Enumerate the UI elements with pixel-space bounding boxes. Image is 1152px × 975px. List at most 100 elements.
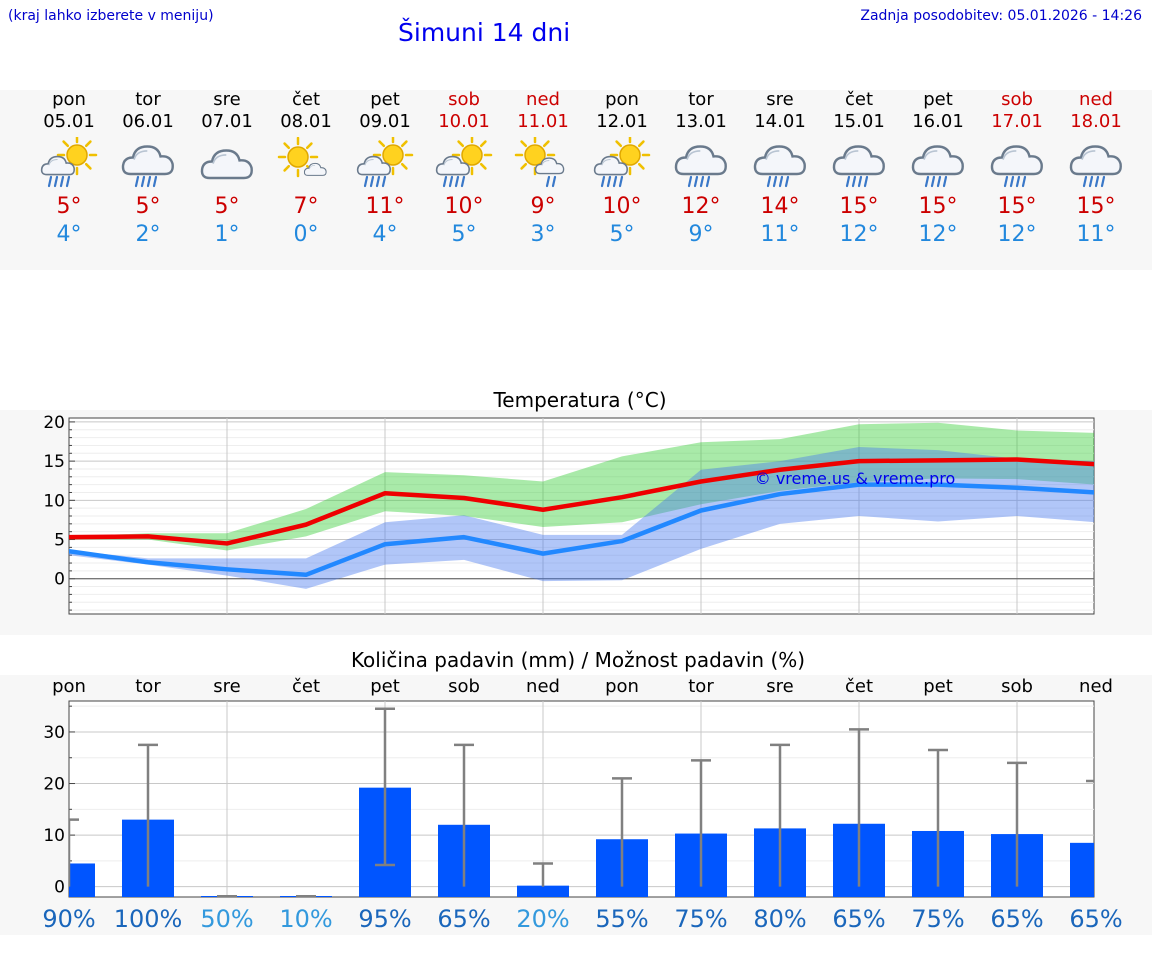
temp-min: 5° — [609, 222, 635, 247]
sun-cloud-rain-icon — [593, 137, 651, 188]
x-category-label: ned — [526, 676, 560, 697]
precip-bar — [1070, 842, 1094, 897]
x-category-label: čet — [292, 676, 320, 697]
temp-min: 3° — [530, 222, 556, 247]
day-date: 13.01 — [675, 111, 727, 132]
precip-probability: 80% — [753, 905, 806, 933]
temp-max: 15° — [839, 194, 879, 219]
temperature-chart: 20 15 10 5 0 © vreme.us & vreme.pro — [43, 413, 1095, 615]
day-name: pet — [370, 89, 400, 110]
precip-bar — [517, 885, 569, 897]
temp-max: 12° — [681, 194, 721, 219]
x-category-label: sre — [766, 676, 793, 697]
day-column: pon 05.01 5° 4° — [29, 89, 109, 249]
temp-max: 10° — [444, 194, 484, 219]
precip-probability: 95% — [358, 905, 411, 933]
day-name: tor — [135, 89, 161, 110]
temp-min: 5° — [451, 222, 477, 247]
temp-max: 5° — [135, 194, 161, 219]
day-date: 07.01 — [201, 111, 253, 132]
temp-min: 11° — [1076, 222, 1116, 247]
day-date: 16.01 — [912, 111, 964, 132]
day-column: tor 13.01 12° 9° — [661, 89, 741, 249]
sun-cloud-rain-icon — [40, 137, 98, 188]
day-date: 12.01 — [596, 111, 648, 132]
y-tick-label: 0 — [54, 570, 65, 590]
precip-probability: 50% — [200, 905, 253, 933]
temp-min: 1° — [214, 222, 240, 247]
cloud-rain-icon — [832, 145, 885, 188]
y-tick-label: 10 — [43, 491, 65, 511]
x-category-label: pet — [923, 676, 953, 697]
y-tick-label: 30 — [43, 723, 65, 743]
max-series-line — [69, 457, 1094, 546]
temp-min: 0° — [293, 222, 319, 247]
sun-cloud-light-rain-icon — [514, 137, 565, 188]
forecast-band — [0, 90, 1152, 270]
temp-min: 12° — [997, 222, 1037, 247]
precip-probability: 90% — [42, 905, 95, 933]
precip-bar — [69, 863, 95, 897]
day-name: sre — [213, 89, 241, 110]
temp-min: 12° — [839, 222, 879, 247]
x-category-label: sob — [448, 676, 480, 697]
temp-max: 7° — [293, 194, 319, 219]
day-date: 10.01 — [438, 111, 490, 132]
day-name: čet — [291, 89, 321, 110]
day-date: 08.01 — [280, 111, 332, 132]
temp-max: 10° — [602, 194, 642, 219]
cloud-rain-icon — [753, 145, 806, 188]
y-tick-label: 0 — [54, 878, 65, 898]
precip-probability: 65% — [832, 905, 885, 933]
day-column: sob 10.01 10° 5° — [424, 89, 504, 249]
cloud-rain-icon — [674, 145, 727, 188]
temp-chart-title: Temperatura (°C) — [493, 388, 667, 412]
day-column: tor 06.01 5° 2° — [108, 89, 188, 249]
precip-chart-title: Količina padavin (mm) / Možnost padavin … — [350, 648, 806, 672]
day-date: 05.01 — [43, 111, 95, 132]
precip-probability: 65% — [437, 905, 490, 933]
day-name: sob — [1001, 89, 1033, 110]
x-category-label: ned — [1079, 676, 1113, 697]
precip-probability: 75% — [674, 905, 727, 933]
cloud-icon — [200, 149, 253, 180]
temp-max: 9° — [530, 194, 556, 219]
x-category-label: sre — [213, 676, 240, 697]
temp-max: 15° — [918, 194, 958, 219]
watermark: © vreme.us & vreme.pro — [755, 469, 956, 488]
day-column: sre 07.01 5° 1° — [187, 89, 267, 249]
temp-max: 5° — [214, 194, 240, 219]
day-name: pon — [52, 89, 86, 110]
x-category-label: tor — [135, 676, 161, 697]
x-category-label: pet — [370, 676, 400, 697]
temp-min: 11° — [760, 222, 800, 247]
temp-min: 12° — [918, 222, 958, 247]
location-hint: (kraj lahko izberete v meniju) — [8, 8, 214, 24]
y-tick-label: 20 — [43, 413, 65, 433]
temp-max: 15° — [997, 194, 1037, 219]
day-name: sre — [766, 89, 794, 110]
temp-max: 15° — [1076, 194, 1116, 219]
cloud-rain-icon — [911, 145, 964, 188]
day-name: ned — [526, 89, 560, 110]
cloud-rain-icon — [1069, 145, 1122, 188]
day-name: tor — [688, 89, 714, 110]
temp-min: 4° — [56, 222, 82, 247]
day-column: sre 14.01 14° 11° — [740, 89, 820, 249]
day-column: čet 15.01 15° 12° — [819, 89, 899, 249]
y-tick-label: 10 — [43, 826, 65, 846]
x-category-label: čet — [845, 676, 873, 697]
day-name: sob — [448, 89, 480, 110]
day-column: ned 18.01 15° 11° — [1056, 89, 1136, 249]
day-name: pet — [923, 89, 953, 110]
cloud-rain-icon — [990, 145, 1043, 188]
precipitation-chart: pon tor sre čet pet sob ned pon tor sre čet pet sob n… — [42, 676, 1122, 933]
page-title: Šimuni 14 dni — [398, 18, 571, 47]
precip-probability: 10% — [279, 905, 332, 933]
temp-max: 11° — [365, 194, 405, 219]
sun-cloud-rain-icon — [356, 137, 414, 188]
min-range-band — [69, 447, 1094, 589]
day-name: čet — [844, 89, 874, 110]
day-name: pon — [605, 89, 639, 110]
x-category-label: sob — [1001, 676, 1033, 697]
